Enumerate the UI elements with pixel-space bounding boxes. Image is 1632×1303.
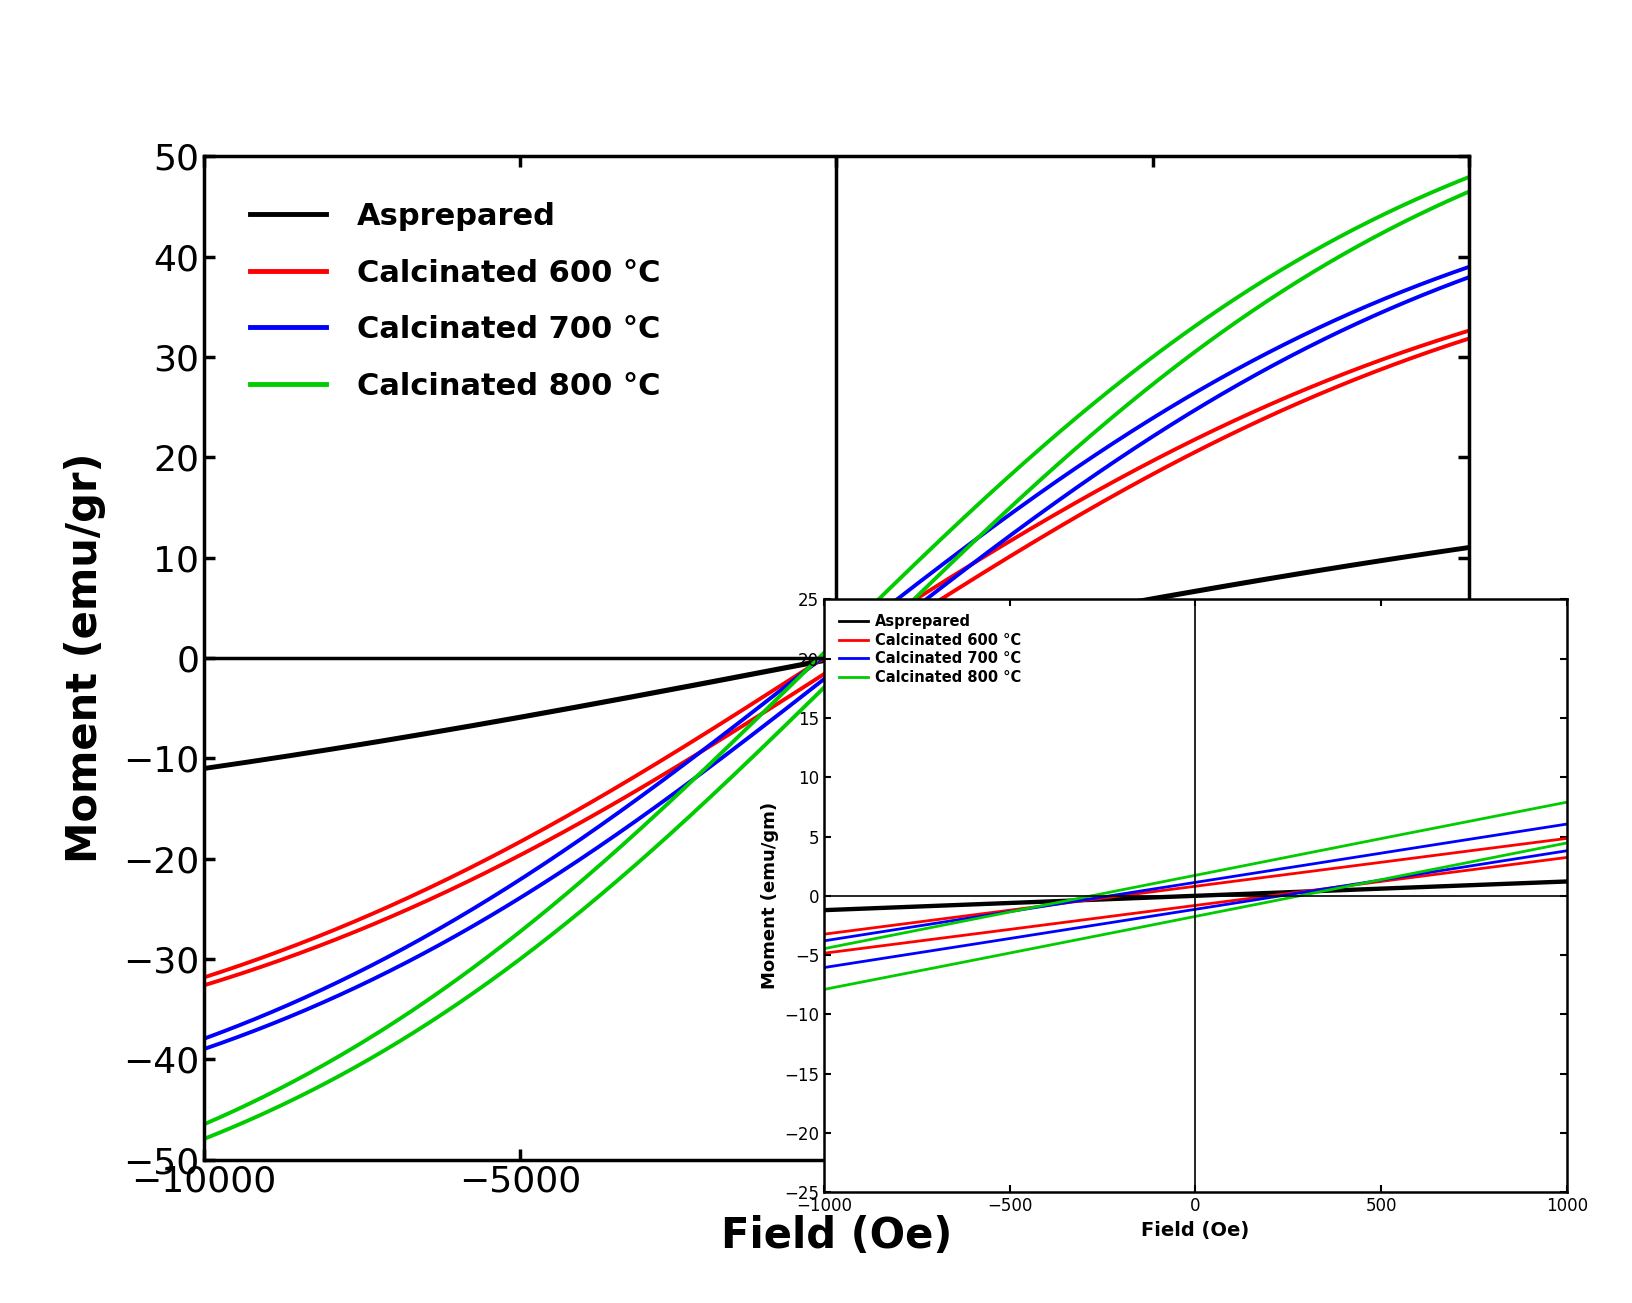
Y-axis label: Moment (emu/gm): Moment (emu/gm) <box>761 803 778 989</box>
X-axis label: Field (Oe): Field (Oe) <box>721 1216 951 1257</box>
Legend: Asprepared, Calcinated 600 °C, Calcinated 700 °C, Calcinated 800 °C: Asprepared, Calcinated 600 °C, Calcinate… <box>831 607 1028 692</box>
Legend: Asprepared, Calcinated 600 °C, Calcinated 700 °C, Calcinated 800 °C: Asprepared, Calcinated 600 °C, Calcinate… <box>219 172 690 431</box>
Y-axis label: Moment (emu/gr): Moment (emu/gr) <box>64 452 106 864</box>
X-axis label: Field (Oe): Field (Oe) <box>1141 1221 1250 1239</box>
